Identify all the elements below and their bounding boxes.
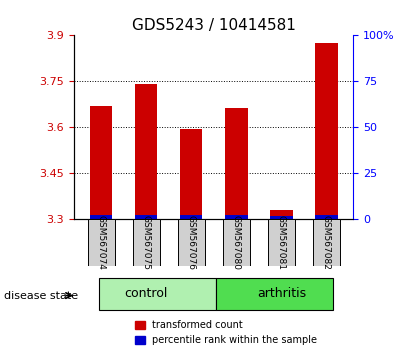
Text: GSM567081: GSM567081 bbox=[277, 215, 286, 270]
Text: GSM567076: GSM567076 bbox=[187, 215, 196, 270]
Bar bbox=[270, 210, 293, 219]
Title: GDS5243 / 10414581: GDS5243 / 10414581 bbox=[132, 18, 296, 33]
Bar bbox=[135, 215, 157, 219]
FancyBboxPatch shape bbox=[223, 219, 250, 266]
Text: GSM567075: GSM567075 bbox=[142, 215, 150, 270]
Bar bbox=[90, 215, 112, 219]
Bar bbox=[270, 216, 293, 219]
FancyBboxPatch shape bbox=[99, 278, 216, 310]
Bar bbox=[225, 215, 247, 219]
Bar bbox=[180, 215, 203, 219]
FancyBboxPatch shape bbox=[88, 219, 115, 266]
Legend: transformed count, percentile rank within the sample: transformed count, percentile rank withi… bbox=[131, 316, 321, 349]
Text: GSM567080: GSM567080 bbox=[232, 215, 241, 270]
Text: GSM567074: GSM567074 bbox=[97, 215, 106, 270]
FancyBboxPatch shape bbox=[268, 219, 295, 266]
Text: control: control bbox=[125, 287, 168, 300]
Text: disease state: disease state bbox=[4, 291, 78, 301]
Bar bbox=[135, 85, 157, 219]
Bar bbox=[90, 106, 112, 219]
FancyBboxPatch shape bbox=[216, 278, 333, 310]
Text: arthritis: arthritis bbox=[257, 287, 306, 300]
Bar bbox=[225, 108, 247, 219]
FancyBboxPatch shape bbox=[178, 219, 205, 266]
Bar bbox=[180, 129, 203, 219]
FancyBboxPatch shape bbox=[133, 219, 159, 266]
Bar bbox=[315, 215, 338, 219]
FancyBboxPatch shape bbox=[313, 219, 340, 266]
Text: GSM567082: GSM567082 bbox=[322, 215, 331, 270]
Bar bbox=[315, 43, 338, 219]
